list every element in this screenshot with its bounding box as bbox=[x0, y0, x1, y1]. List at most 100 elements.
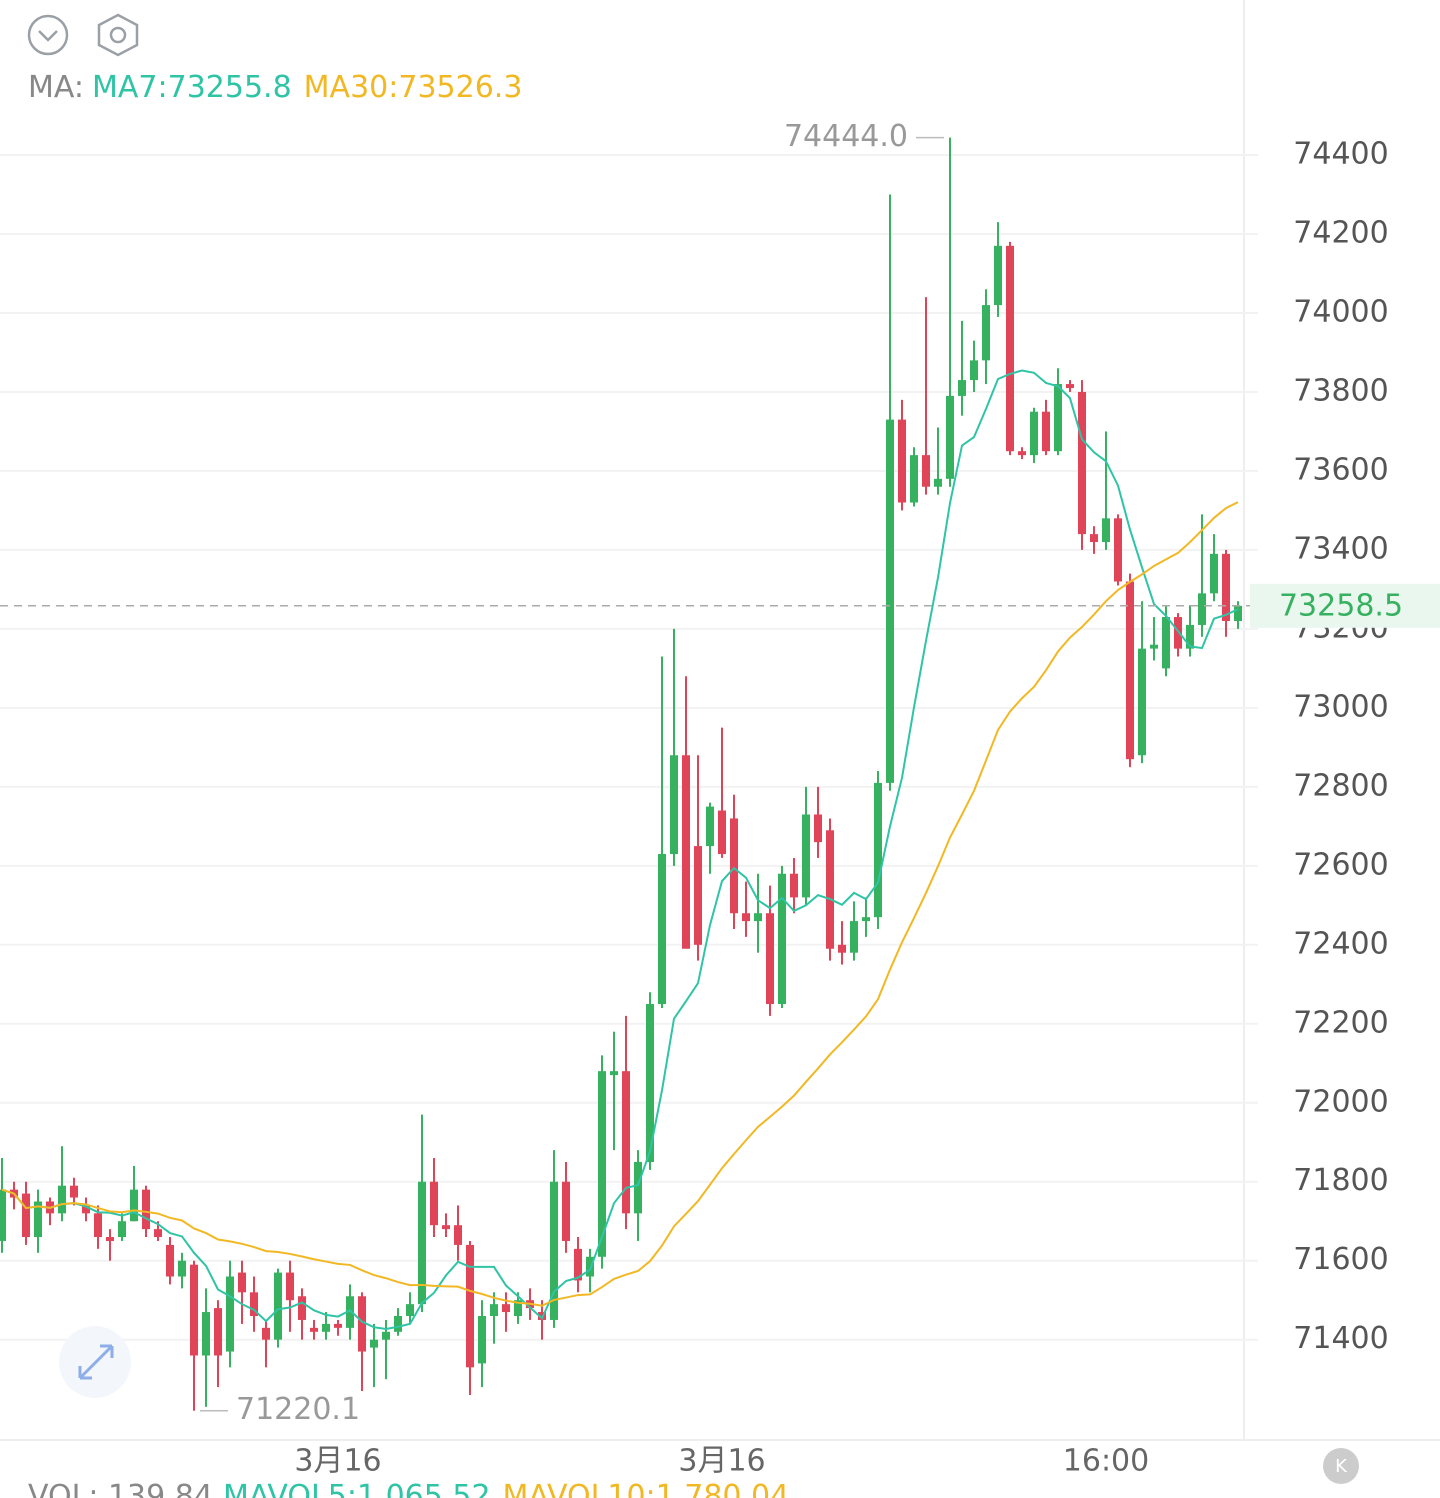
candle-body bbox=[22, 1193, 30, 1238]
vol-footer: VOL: 139.84 MAVOL5:1,065.52 MAVOL10:1,780.… bbox=[28, 1479, 789, 1498]
candle-body bbox=[322, 1323, 330, 1332]
y-tick-label: 71400 bbox=[1293, 1321, 1388, 1356]
candle-body bbox=[214, 1308, 222, 1356]
candle-body bbox=[634, 1161, 642, 1214]
candle-body bbox=[394, 1316, 402, 1332]
candle-body bbox=[754, 913, 762, 922]
settings-icon[interactable] bbox=[97, 13, 139, 57]
candle-body bbox=[742, 913, 750, 922]
candle-body bbox=[574, 1248, 582, 1281]
candle-body bbox=[1234, 605, 1242, 621]
ma7-line bbox=[1, 369, 1239, 1330]
candle-body bbox=[982, 305, 990, 361]
candle-body bbox=[418, 1181, 426, 1305]
candle-body bbox=[766, 913, 774, 1005]
candle-body bbox=[202, 1312, 210, 1356]
candle-body bbox=[682, 755, 690, 949]
candle-body bbox=[550, 1181, 558, 1320]
candle-body bbox=[898, 419, 906, 503]
candle-body bbox=[382, 1331, 390, 1340]
candle-body bbox=[34, 1201, 42, 1238]
candle-body bbox=[610, 1071, 618, 1076]
candle-body bbox=[790, 873, 798, 898]
candle-body bbox=[130, 1189, 138, 1222]
y-tick-label: 74200 bbox=[1293, 215, 1388, 250]
candle-body bbox=[166, 1244, 174, 1277]
candle-body bbox=[622, 1071, 630, 1214]
y-tick-label: 74400 bbox=[1293, 137, 1388, 172]
labels: 71400 71600 71800 72000 72200 72400 72600 72800… bbox=[0, 119, 1440, 1479]
y-tick-label: 71800 bbox=[1293, 1163, 1388, 1198]
candle-body bbox=[178, 1260, 186, 1277]
y-tick-label: 72200 bbox=[1293, 1005, 1388, 1040]
candle-body bbox=[286, 1272, 294, 1301]
candle-body bbox=[1042, 411, 1050, 452]
candle-body bbox=[262, 1327, 270, 1340]
candle-body bbox=[694, 846, 702, 945]
candle-body bbox=[190, 1264, 198, 1356]
last-price-label: 73258.5 bbox=[1279, 588, 1403, 623]
candle-body bbox=[250, 1292, 258, 1317]
candle-body bbox=[586, 1256, 594, 1277]
y-tick-label: 73600 bbox=[1293, 452, 1388, 487]
candle-body bbox=[1102, 518, 1110, 543]
candle-body bbox=[1018, 451, 1026, 456]
candle-body bbox=[1162, 617, 1170, 669]
candle-body bbox=[1054, 384, 1062, 452]
candle-body bbox=[1030, 411, 1038, 456]
y-tick-label: 72400 bbox=[1293, 926, 1388, 961]
ma7-label: MA7:73255.8 bbox=[92, 70, 292, 105]
candle-body bbox=[946, 395, 954, 479]
ma30-label: MA30:73526.3 bbox=[304, 70, 523, 105]
last-price-box bbox=[1250, 583, 1440, 628]
candle-body bbox=[850, 921, 858, 953]
mavol5-label: MAVOL5:1,065.52 bbox=[223, 1479, 491, 1498]
candle-body bbox=[106, 1237, 114, 1241]
candle-body bbox=[874, 782, 882, 918]
y-tick-label: 73400 bbox=[1293, 531, 1388, 566]
candle-body bbox=[490, 1304, 498, 1317]
candle-body bbox=[1114, 518, 1122, 582]
candle-body bbox=[562, 1181, 570, 1241]
chevron bbox=[38, 30, 58, 42]
mavol10-label: MAVOL10:1,780.04 bbox=[503, 1479, 790, 1498]
ma-header: MA: MA7:73255.8 MA30:73526.3 bbox=[28, 70, 522, 105]
candle-body bbox=[274, 1272, 282, 1340]
candle-body bbox=[1222, 553, 1230, 621]
x-tick-label: 3月16 bbox=[678, 1444, 765, 1479]
high-marker-label: 74444.0 bbox=[784, 119, 908, 154]
candle-body bbox=[826, 830, 834, 949]
candle-body bbox=[502, 1304, 510, 1313]
candle-body bbox=[1126, 581, 1134, 760]
candle-body bbox=[358, 1296, 366, 1352]
candle-body bbox=[466, 1244, 474, 1368]
k-icon: K bbox=[1335, 1456, 1348, 1477]
y-tick-label: 73000 bbox=[1293, 689, 1388, 724]
candle-body bbox=[934, 478, 942, 487]
toolbar bbox=[27, 13, 139, 57]
plot bbox=[0, 137, 1242, 1411]
candle-body bbox=[886, 419, 894, 783]
candle-body bbox=[970, 360, 978, 381]
y-tick-label: 73800 bbox=[1293, 373, 1388, 408]
x-tick-label: 16:00 bbox=[1063, 1444, 1149, 1479]
candle-body bbox=[142, 1189, 150, 1230]
candle-body bbox=[346, 1296, 354, 1328]
candle-body bbox=[1006, 245, 1014, 452]
candle-body bbox=[958, 380, 966, 396]
vol-label: VOL: 139.84 bbox=[28, 1479, 213, 1498]
candle-body bbox=[910, 455, 918, 503]
k-button[interactable] bbox=[1323, 1448, 1359, 1484]
ma30-line bbox=[1, 501, 1239, 1307]
y-tick-label: 74000 bbox=[1293, 294, 1388, 329]
low-marker-label: 71220.1 bbox=[236, 1392, 360, 1427]
candle-body bbox=[730, 818, 738, 914]
candle-body bbox=[238, 1272, 246, 1293]
ma-prefix: MA: bbox=[28, 70, 84, 105]
collapse-icon[interactable] bbox=[27, 14, 69, 56]
candle-body bbox=[514, 1300, 522, 1317]
candle-body bbox=[430, 1181, 438, 1226]
candle-body bbox=[670, 755, 678, 854]
grid bbox=[0, 154, 1258, 1341]
